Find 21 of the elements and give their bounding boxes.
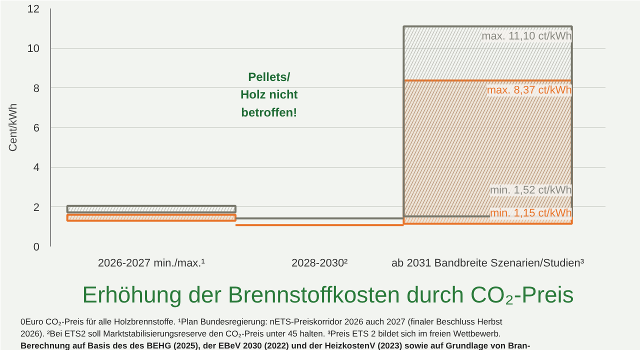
text: Berechnung auf Basis des des BEHG (2025), der EBeV 2030 (2022) und der HeizkostenV (2023) sowie auf Grundlage von Bran- xyxy=(20,340,530,350)
text: 2026). ²Bei ETS2 soll Marktstabilisierungsreserve den CO₂-Preis unter 45 halten. ³Preis ETS 2 bildet sich im freien Wettbewerb. xyxy=(20,328,501,338)
y-tick-label: 8 xyxy=(33,82,40,95)
x-tick-label: ab 2031 Bandbreite Szenarien/Studien³ xyxy=(391,258,584,270)
y-tick-label: 6 xyxy=(33,122,40,134)
annotation: Pellets/ Holz nicht betroffen! xyxy=(240,70,298,120)
x-tick-label: 2028-2030² xyxy=(291,258,348,270)
bar xyxy=(66,204,236,214)
y-tick-label: 10 xyxy=(27,43,40,56)
annotation: max. 11,10 ct/kWh xyxy=(482,30,572,42)
y-tick-label: 12 xyxy=(27,4,40,16)
annotation: min. 1,15 ct/kWh xyxy=(490,208,572,220)
y-tick-label: 4 xyxy=(33,162,40,174)
y-tick-label: 2 xyxy=(33,202,40,214)
text: Erhöhung der Brennstoffkosten durch CO₂-Preis xyxy=(82,282,574,308)
y-tick-label: 0 xyxy=(33,242,40,254)
y-axis-title: Cent/kWh xyxy=(7,103,20,152)
text: 0Euro CO₂-Preis für alle Holzbrennstoffe. ¹Plan Bundesregierung: nETS-Preiskorridor 2026 auch 2027 (finaler Beschluss Herbst xyxy=(20,316,503,326)
annotation: max. 8,37 ct/kWh xyxy=(486,84,572,96)
x-tick-label: 2026-2027 min./max.¹ xyxy=(98,258,206,270)
annotation: min. 1,52 ct/kWh xyxy=(490,184,572,196)
